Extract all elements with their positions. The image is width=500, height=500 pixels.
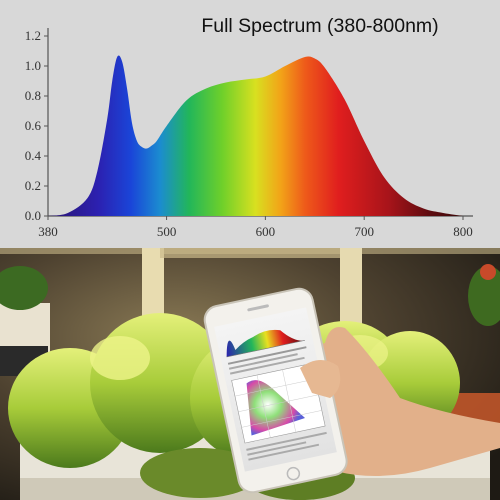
x-tick-label: 700 xyxy=(354,224,374,239)
spectrum-chart-panel: 0.0 0.2 0.4 0.6 0.8 1.0 1.2 380 500 600 700 800 Ful… xyxy=(0,0,500,248)
photo-illustration xyxy=(0,248,500,500)
spectrum-area xyxy=(48,55,463,216)
grow-light-photo xyxy=(0,248,500,500)
y-tick-label: 0.0 xyxy=(25,208,41,223)
smartphone-icon xyxy=(203,287,348,494)
x-tick-label: 380 xyxy=(38,224,58,239)
y-tick-label: 1.2 xyxy=(25,28,41,43)
x-tick-label: 800 xyxy=(453,224,473,239)
spectrum-chart: 0.0 0.2 0.4 0.6 0.8 1.0 1.2 380 500 600 700 800 Ful… xyxy=(25,15,473,239)
x-tick-label: 600 xyxy=(256,224,276,239)
chart-title: Full Spectrum (380-800nm) xyxy=(201,15,438,37)
y-tick-label: 1.0 xyxy=(25,58,41,73)
y-tick-label: 0.6 xyxy=(25,118,42,133)
y-tick-label: 0.8 xyxy=(25,88,41,103)
y-tick-label: 0.4 xyxy=(25,148,42,163)
spectrum-area-group xyxy=(48,55,463,216)
y-tick-label: 0.2 xyxy=(25,178,41,193)
tick-labels: 0.0 0.2 0.4 0.6 0.8 1.0 1.2 380 500 600 700 800 xyxy=(25,28,473,239)
x-tick-label: 500 xyxy=(157,224,177,239)
